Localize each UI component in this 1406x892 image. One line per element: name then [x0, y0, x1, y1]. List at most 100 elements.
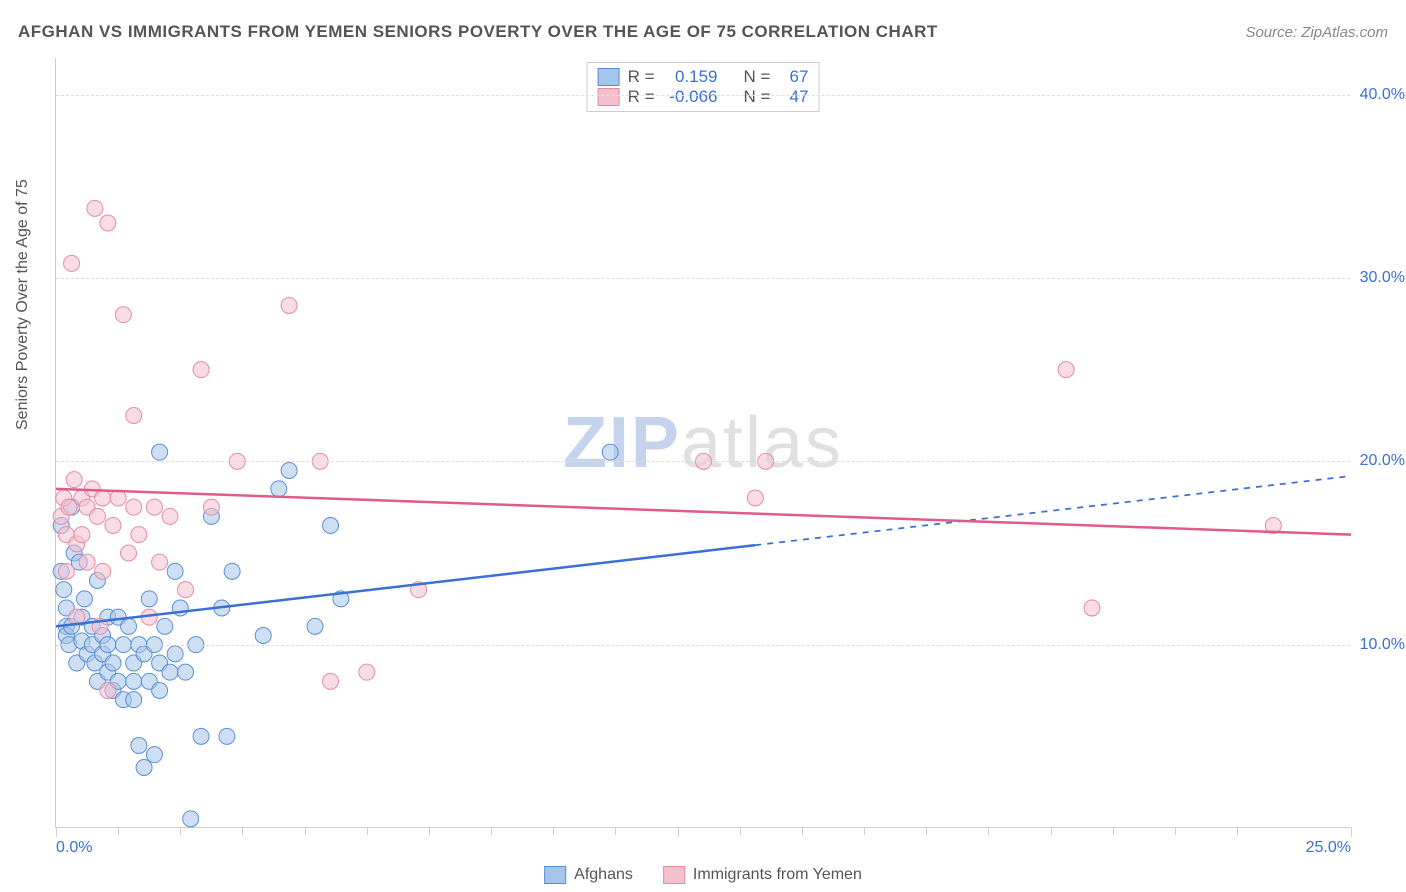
stats-row-2: R = -0.066 N = 47	[598, 87, 809, 107]
xtick-minor	[242, 827, 243, 835]
xtick-label: 25.0%	[1306, 839, 1351, 857]
gridline-h	[56, 95, 1350, 96]
scatter-point	[747, 490, 763, 506]
scatter-point	[100, 683, 116, 699]
scatter-point	[323, 518, 339, 534]
xtick-label: 0.0%	[56, 839, 92, 857]
xtick-minor	[180, 827, 181, 835]
scatter-point	[162, 508, 178, 524]
scatter-point	[193, 362, 209, 378]
stats-legend: R = 0.159 N = 67 R = -0.066 N = 47	[587, 62, 820, 112]
scatter-point	[255, 628, 271, 644]
scatter-point	[183, 811, 199, 827]
scatter-point	[79, 554, 95, 570]
n-label-2: N =	[744, 87, 771, 107]
r-value-1: 0.159	[663, 67, 718, 87]
scatter-point	[131, 527, 147, 543]
scatter-point	[95, 490, 111, 506]
xtick-minor	[491, 827, 492, 835]
scatter-point	[1058, 362, 1074, 378]
xtick-minor	[615, 827, 616, 835]
xtick-minor	[864, 827, 865, 835]
n-value-1: 67	[778, 67, 808, 87]
gridline-h	[56, 278, 1350, 279]
scatter-point	[152, 683, 168, 699]
scatter-point	[1084, 600, 1100, 616]
scatter-point	[162, 664, 178, 680]
xtick-major	[678, 827, 679, 837]
scatter-point	[193, 728, 209, 744]
xtick-minor	[1175, 827, 1176, 835]
scatter-point	[131, 738, 147, 754]
scatter-point	[152, 444, 168, 460]
scatter-point	[100, 215, 116, 231]
r-label-2: R =	[628, 87, 655, 107]
r-label-1: R =	[628, 67, 655, 87]
scatter-point	[281, 298, 297, 314]
legend-item-1: Afghans	[544, 866, 633, 884]
xtick-minor	[926, 827, 927, 835]
ytick-label: 30.0%	[1355, 269, 1405, 287]
xtick-minor	[429, 827, 430, 835]
xtick-minor	[118, 827, 119, 835]
scatter-point	[203, 499, 219, 515]
xtick-minor	[305, 827, 306, 835]
scatter-point	[121, 618, 137, 634]
chart-title: AFGHAN VS IMMIGRANTS FROM YEMEN SENIORS …	[18, 22, 938, 42]
scatter-point	[219, 728, 235, 744]
scatter-point	[105, 655, 121, 671]
legend-label-1: Afghans	[574, 866, 633, 884]
scatter-point	[56, 582, 72, 598]
scatter-point	[115, 307, 131, 323]
trend-line-solid	[56, 489, 1351, 535]
xtick-minor	[1113, 827, 1114, 835]
trend-line-dashed	[755, 476, 1351, 545]
plot-area: ZIPatlas R = 0.159 N = 67 R = -0.066 N =…	[55, 58, 1350, 828]
scatter-point	[126, 499, 142, 515]
scatter-point	[121, 545, 137, 561]
scatter-point	[74, 527, 90, 543]
scatter-point	[126, 408, 142, 424]
scatter-point	[271, 481, 287, 497]
scatter-point	[167, 646, 183, 662]
scatter-point	[87, 200, 103, 216]
scatter-point	[323, 673, 339, 689]
scatter-point	[141, 591, 157, 607]
ytick-label: 40.0%	[1355, 86, 1405, 104]
chart-svg	[56, 58, 1350, 827]
ytick-label: 10.0%	[1355, 636, 1405, 654]
xtick-minor	[802, 827, 803, 835]
scatter-point	[126, 673, 142, 689]
y-axis-label: Seniors Poverty Over the Age of 75	[14, 179, 32, 430]
scatter-point	[66, 472, 82, 488]
scatter-point	[359, 664, 375, 680]
xtick-minor	[1237, 827, 1238, 835]
gridline-h	[56, 645, 1350, 646]
scatter-point	[281, 463, 297, 479]
legend-swatch-1	[598, 68, 620, 86]
scatter-point	[224, 563, 240, 579]
bottom-legend: Afghans Immigrants from Yemen	[544, 866, 862, 884]
stats-row-1: R = 0.159 N = 67	[598, 67, 809, 87]
scatter-point	[178, 664, 194, 680]
r-value-2: -0.066	[663, 87, 718, 107]
scatter-point	[89, 508, 105, 524]
scatter-point	[64, 255, 80, 271]
legend-label-2: Immigrants from Yemen	[693, 866, 862, 884]
xtick-minor	[553, 827, 554, 835]
scatter-point	[167, 563, 183, 579]
scatter-point	[146, 499, 162, 515]
scatter-point	[157, 618, 173, 634]
scatter-point	[307, 618, 323, 634]
scatter-point	[126, 692, 142, 708]
scatter-point	[58, 563, 74, 579]
legend-item-2: Immigrants from Yemen	[663, 866, 862, 884]
n-value-2: 47	[778, 87, 808, 107]
scatter-point	[178, 582, 194, 598]
gridline-h	[56, 461, 1350, 462]
scatter-point	[95, 563, 111, 579]
scatter-point	[602, 444, 618, 460]
scatter-point	[136, 760, 152, 776]
scatter-point	[76, 591, 92, 607]
scatter-point	[146, 747, 162, 763]
